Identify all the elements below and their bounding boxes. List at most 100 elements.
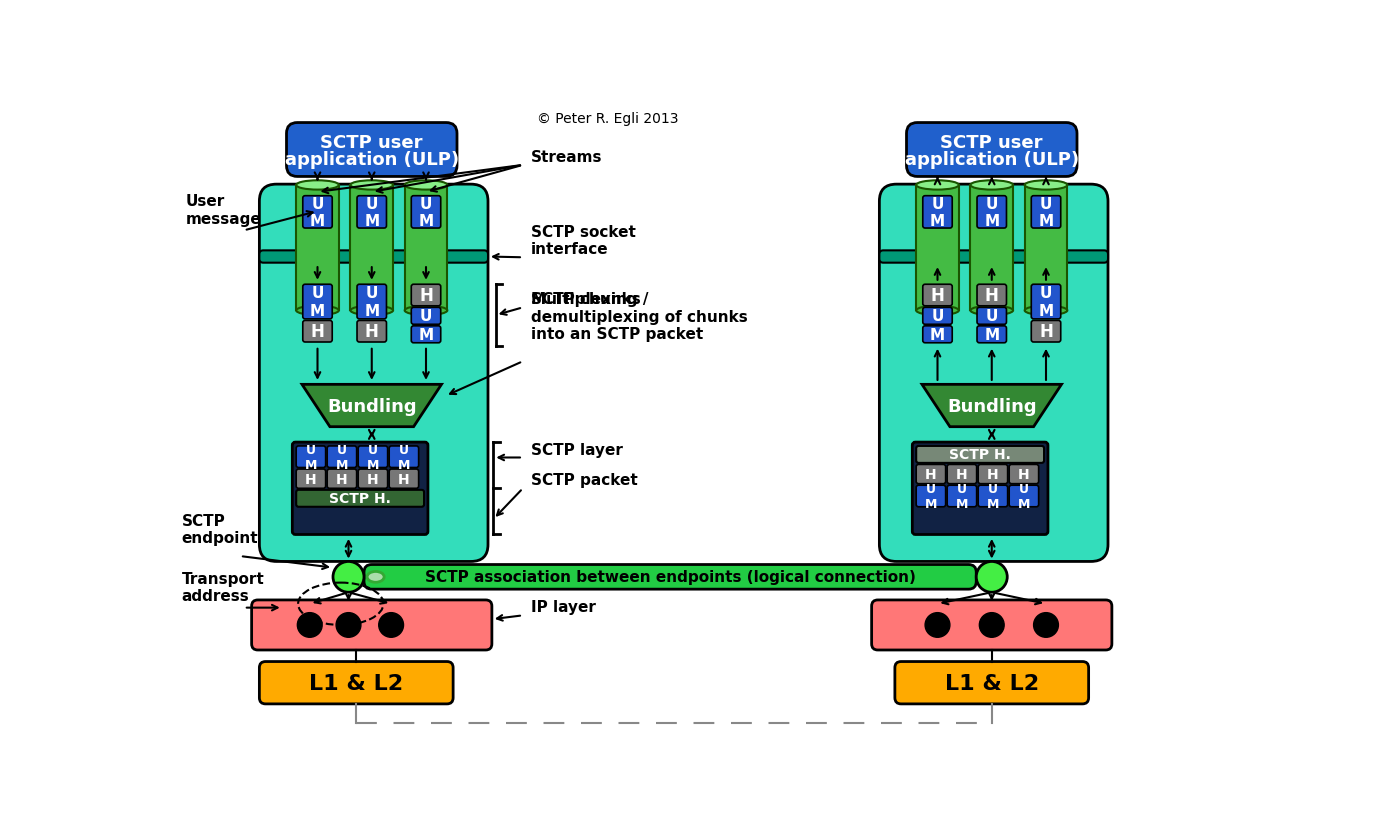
Polygon shape	[302, 385, 442, 427]
Text: U
M: U M	[336, 443, 348, 472]
Text: U
M: U M	[1038, 196, 1053, 229]
FancyBboxPatch shape	[411, 308, 440, 325]
Ellipse shape	[297, 306, 338, 316]
Text: Multiplexing /
demultiplexing of chunks
into an SCTP packet: Multiplexing / demultiplexing of chunks …	[531, 292, 748, 342]
FancyBboxPatch shape	[287, 124, 457, 177]
Ellipse shape	[405, 306, 447, 316]
FancyBboxPatch shape	[357, 321, 386, 343]
Ellipse shape	[297, 181, 338, 191]
Text: H: H	[311, 323, 325, 341]
Text: H: H	[365, 323, 379, 341]
Text: U
M: U M	[1018, 482, 1029, 511]
FancyBboxPatch shape	[297, 470, 326, 489]
Circle shape	[336, 613, 361, 638]
Text: SCTP H.: SCTP H.	[329, 492, 391, 506]
Text: U: U	[932, 309, 943, 324]
FancyBboxPatch shape	[389, 470, 419, 489]
Text: M: M	[985, 328, 999, 343]
Text: U
M: U M	[309, 286, 325, 319]
FancyBboxPatch shape	[976, 326, 1007, 344]
FancyBboxPatch shape	[978, 465, 1007, 484]
Circle shape	[333, 562, 364, 593]
FancyBboxPatch shape	[947, 465, 976, 484]
Text: U
M: U M	[931, 196, 944, 229]
Bar	[917, 186, 958, 311]
FancyBboxPatch shape	[252, 600, 492, 650]
Text: H: H	[931, 287, 944, 304]
Text: H: H	[925, 467, 936, 482]
Text: M: M	[418, 328, 433, 343]
FancyBboxPatch shape	[1031, 285, 1060, 319]
Text: SCTP
endpoint: SCTP endpoint	[182, 513, 259, 546]
Text: H: H	[305, 472, 316, 486]
FancyBboxPatch shape	[302, 196, 332, 229]
Ellipse shape	[351, 181, 393, 191]
Text: U
M: U M	[925, 482, 937, 511]
Text: U
M: U M	[1038, 286, 1053, 319]
FancyBboxPatch shape	[297, 446, 326, 468]
Ellipse shape	[917, 306, 958, 316]
Circle shape	[379, 613, 404, 638]
Text: application (ULP): application (ULP)	[284, 150, 458, 169]
Text: H: H	[336, 472, 348, 486]
Text: H: H	[398, 472, 410, 486]
Ellipse shape	[971, 306, 1013, 316]
Bar	[405, 186, 447, 311]
Text: SCTP packet: SCTP packet	[531, 473, 638, 488]
FancyBboxPatch shape	[364, 565, 976, 589]
Ellipse shape	[405, 181, 447, 191]
FancyBboxPatch shape	[1031, 321, 1060, 343]
Text: U
M: U M	[366, 443, 379, 472]
FancyBboxPatch shape	[411, 326, 440, 344]
FancyBboxPatch shape	[357, 196, 386, 229]
FancyBboxPatch shape	[976, 196, 1007, 229]
Circle shape	[979, 613, 1004, 638]
Polygon shape	[922, 385, 1061, 427]
Text: L1 & L2: L1 & L2	[309, 673, 404, 693]
FancyBboxPatch shape	[1009, 465, 1039, 484]
FancyBboxPatch shape	[922, 326, 953, 344]
Circle shape	[976, 562, 1007, 593]
FancyBboxPatch shape	[879, 251, 1107, 263]
Ellipse shape	[1025, 306, 1067, 316]
FancyBboxPatch shape	[1031, 196, 1060, 229]
FancyBboxPatch shape	[912, 442, 1048, 535]
Bar	[297, 186, 338, 311]
Text: H: H	[988, 467, 999, 482]
FancyBboxPatch shape	[327, 470, 357, 489]
Ellipse shape	[971, 181, 1013, 191]
Text: H: H	[985, 287, 999, 304]
Text: H: H	[419, 287, 433, 304]
Text: L1 & L2: L1 & L2	[944, 673, 1039, 693]
FancyBboxPatch shape	[947, 486, 976, 507]
Bar	[351, 186, 393, 311]
FancyBboxPatch shape	[922, 308, 953, 325]
Text: application (ULP): application (ULP)	[904, 150, 1078, 169]
Text: U
M: U M	[364, 196, 379, 229]
Text: M: M	[931, 328, 944, 343]
FancyBboxPatch shape	[922, 196, 953, 229]
Text: Streams: Streams	[531, 150, 602, 165]
FancyBboxPatch shape	[358, 446, 387, 468]
FancyBboxPatch shape	[259, 251, 488, 263]
FancyBboxPatch shape	[1009, 486, 1039, 507]
Text: U: U	[986, 309, 997, 324]
FancyBboxPatch shape	[302, 321, 332, 343]
FancyBboxPatch shape	[259, 662, 453, 704]
FancyBboxPatch shape	[297, 490, 423, 507]
Circle shape	[925, 613, 950, 638]
Text: U
M: U M	[398, 443, 410, 472]
Text: SCTP association between endpoints (logical connection): SCTP association between endpoints (logi…	[425, 569, 915, 584]
Text: SCTP layer: SCTP layer	[531, 442, 623, 457]
FancyBboxPatch shape	[872, 600, 1112, 650]
FancyBboxPatch shape	[293, 442, 428, 535]
Bar	[971, 186, 1013, 311]
Text: H: H	[956, 467, 968, 482]
Text: SCTP chunks: SCTP chunks	[531, 292, 641, 307]
Text: U
M: U M	[364, 286, 379, 319]
FancyBboxPatch shape	[894, 662, 1088, 704]
FancyBboxPatch shape	[917, 465, 946, 484]
FancyBboxPatch shape	[327, 446, 357, 468]
FancyBboxPatch shape	[411, 196, 440, 229]
FancyBboxPatch shape	[922, 285, 953, 307]
